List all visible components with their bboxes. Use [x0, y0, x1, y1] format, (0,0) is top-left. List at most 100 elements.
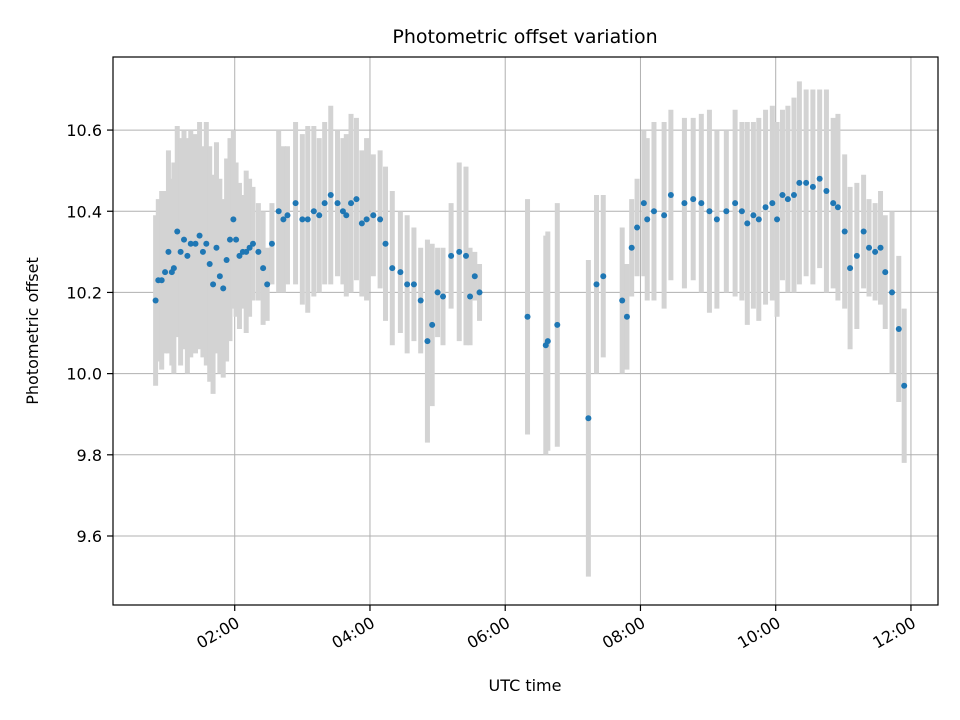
- data-point: [304, 216, 311, 223]
- data-point: [216, 273, 223, 280]
- data-point: [628, 244, 635, 251]
- data-point: [847, 265, 854, 272]
- data-point: [343, 212, 350, 219]
- data-point: [634, 224, 641, 231]
- y-tick-label: 10.4: [66, 202, 102, 221]
- data-point: [334, 200, 341, 207]
- data-point: [471, 273, 478, 280]
- data-point: [223, 256, 230, 263]
- plot-frame: [112, 56, 939, 606]
- data-point: [462, 252, 469, 259]
- data-point: [260, 265, 267, 272]
- data-point: [382, 240, 389, 247]
- data-point: [397, 269, 404, 276]
- data-point: [456, 248, 463, 255]
- data-point: [192, 240, 199, 247]
- data-point: [152, 297, 159, 304]
- data-point: [268, 240, 275, 247]
- y-axis-label: Photometric offset: [23, 257, 42, 405]
- data-point: [440, 293, 446, 300]
- data-point: [249, 240, 256, 247]
- data-point: [162, 269, 169, 276]
- data-point: [299, 216, 306, 223]
- data-point: [233, 236, 240, 243]
- data-point: [661, 212, 668, 219]
- data-point: [650, 208, 657, 215]
- data-point: [554, 321, 561, 328]
- data-point: [816, 175, 823, 182]
- data-point: [213, 244, 220, 251]
- data-point: [226, 236, 233, 243]
- data-point: [246, 244, 253, 251]
- data-point: [769, 200, 776, 207]
- data-point: [210, 281, 217, 288]
- data-point: [779, 192, 786, 199]
- data-point: [803, 179, 810, 186]
- data-point: [841, 228, 848, 235]
- data-point: [417, 297, 424, 304]
- data-point: [860, 228, 867, 235]
- y-tick-label: 9.6: [77, 527, 102, 546]
- data-point: [476, 289, 483, 296]
- data-point: [177, 248, 184, 255]
- data-point: [448, 252, 455, 259]
- data-point: [316, 212, 323, 219]
- data-point: [206, 261, 213, 268]
- data-point: [744, 220, 751, 227]
- data-point: [363, 216, 370, 223]
- chart-title: Photometric offset variation: [392, 26, 657, 48]
- data-point: [882, 269, 889, 276]
- y-tick-label: 10.2: [66, 283, 102, 302]
- data-point: [410, 281, 417, 288]
- x-axis-label: UTC time: [489, 676, 562, 695]
- data-point: [370, 212, 377, 219]
- data-point: [713, 216, 720, 223]
- data-point: [230, 216, 237, 223]
- data-point: [174, 228, 181, 235]
- data-point: [321, 200, 328, 207]
- data-point: [243, 248, 250, 255]
- data-point: [358, 220, 365, 227]
- data-point: [181, 236, 188, 243]
- data-point: [467, 293, 474, 300]
- y-tick-label: 10.0: [66, 365, 102, 384]
- data-point: [738, 208, 745, 215]
- data-point: [170, 265, 177, 272]
- data-point: [796, 179, 803, 186]
- data-point: [732, 200, 739, 207]
- data-point: [158, 277, 165, 284]
- data-point: [762, 204, 769, 211]
- data-point: [755, 216, 762, 223]
- data-point: [339, 208, 346, 215]
- data-point: [429, 321, 436, 328]
- data-point: [872, 248, 879, 255]
- data-point: [404, 281, 411, 288]
- y-tick-label: 10.6: [66, 121, 102, 140]
- data-point: [774, 216, 781, 223]
- data-point: [203, 240, 210, 247]
- data-point: [327, 192, 334, 199]
- y-tick-label: 9.8: [77, 446, 102, 465]
- data-point: [196, 232, 203, 239]
- data-point: [377, 216, 384, 223]
- data-point: [389, 265, 396, 272]
- data-point: [889, 289, 896, 296]
- data-point: [275, 208, 282, 215]
- data-point: [644, 216, 651, 223]
- data-point: [348, 200, 355, 207]
- data-point: [585, 415, 592, 422]
- data-point: [690, 196, 697, 203]
- data-point: [187, 240, 194, 247]
- data-point: [544, 338, 551, 345]
- data-point: [640, 200, 647, 207]
- data-point: [600, 273, 607, 280]
- data-point: [280, 216, 287, 223]
- data-point: [866, 244, 873, 251]
- data-point: [681, 200, 688, 207]
- data-point: [236, 252, 243, 259]
- data-point: [619, 297, 626, 304]
- data-points: [152, 175, 908, 422]
- data-point: [220, 285, 227, 292]
- data-point: [434, 289, 441, 296]
